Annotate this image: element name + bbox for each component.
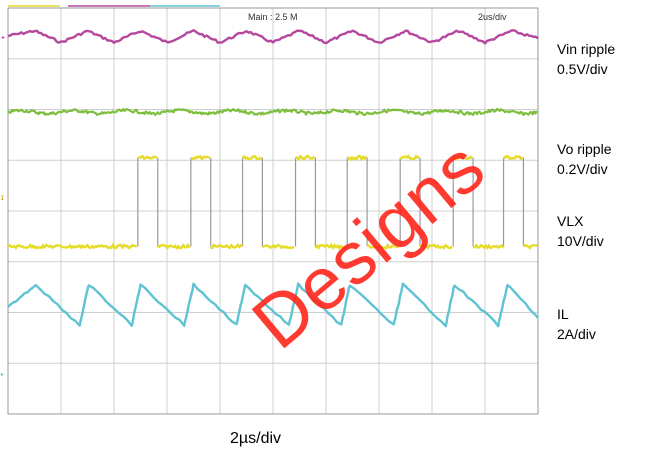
trace-vlx-segment xyxy=(472,243,505,250)
trace-vo-ripple xyxy=(7,107,538,117)
trace-vlx-segment xyxy=(419,243,453,251)
legend-vo-ripple-scale: 0.2V/div xyxy=(557,161,608,177)
trace-vlx-segment xyxy=(261,243,295,250)
trace-il xyxy=(7,282,539,328)
trace-vlx-segment xyxy=(366,242,399,250)
legend-vlx: VLX 10V/div xyxy=(557,211,604,251)
trace-vlx-segment xyxy=(314,242,348,251)
legend-vin-ripple-scale: 0.5V/div xyxy=(557,61,608,77)
trace-layer: ▸ ɪ ▸ xyxy=(1,29,539,378)
legend-vlx-scale: 10V/div xyxy=(557,233,604,249)
plot-grid xyxy=(7,5,539,415)
legend-il-scale: 2A/div xyxy=(557,326,596,342)
plot-border xyxy=(7,7,539,415)
trace-vlx-segment xyxy=(137,154,158,161)
trace-vin-ripple xyxy=(7,29,539,45)
legend-vlx-name: VLX xyxy=(557,213,584,229)
marker-vlx: ɪ xyxy=(1,193,4,202)
trace-vlx-segment xyxy=(399,154,420,161)
legend-vin-ripple-name: Vin ripple xyxy=(557,41,616,57)
trace-vlx-segment xyxy=(452,155,474,161)
trace-vlx-segment xyxy=(190,155,211,161)
trace-vlx-segment xyxy=(294,154,316,162)
trace-vlx-segment xyxy=(7,242,138,250)
trace-vlx-segment xyxy=(210,242,243,250)
legend-il: IL 2A/div xyxy=(557,304,596,344)
legend-vin-ripple: Vin ripple 0.5V/div xyxy=(557,39,615,79)
legend-vo-ripple: Vo ripple 0.2V/div xyxy=(557,139,611,179)
marker-vin-ripple: ▸ xyxy=(2,35,5,41)
header-timebase-text: 2us/div xyxy=(478,12,507,22)
trace-vlx-segment xyxy=(346,154,368,162)
header-main-text: Main : 2.5 M xyxy=(248,12,298,22)
trace-vlx-segment xyxy=(241,154,263,161)
legend-vo-ripple-name: Vo ripple xyxy=(557,141,612,157)
trace-vlx-segment xyxy=(522,243,538,250)
marker-il: ▸ xyxy=(1,372,4,378)
x-axis-caption: 2µs/div xyxy=(230,430,282,447)
legend-il-name: IL xyxy=(557,306,569,322)
trace-vlx-segment xyxy=(502,154,524,161)
trace-vlx-segment xyxy=(156,242,191,250)
oscilloscope-plot: Main : 2.5 M 2us/div ▸ ɪ ▸ xyxy=(1,5,539,415)
